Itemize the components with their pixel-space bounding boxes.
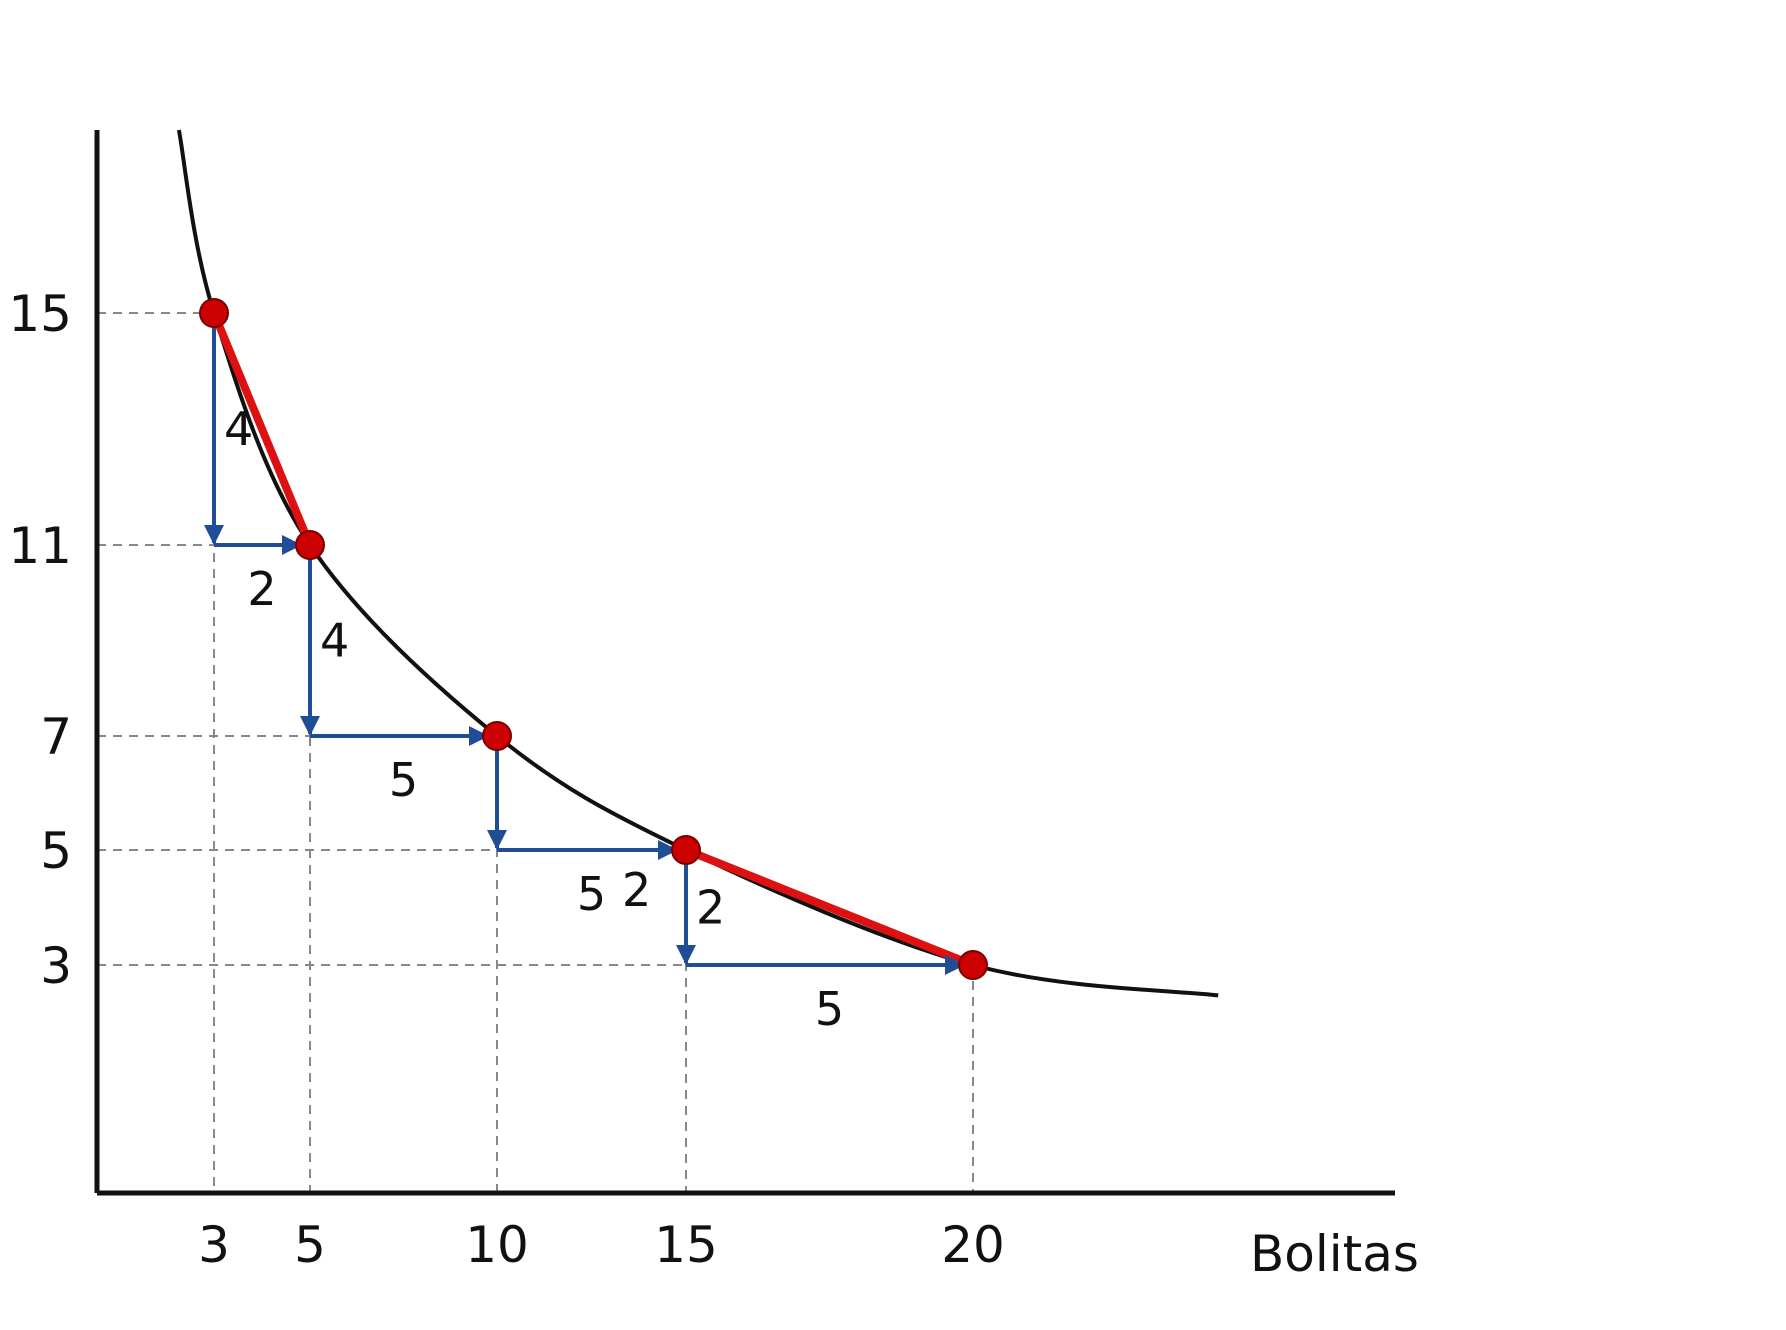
step-label-dy: 2 (696, 881, 725, 935)
step-label-dy: 4 (320, 614, 349, 668)
data-point (199, 298, 229, 328)
highlight-segment (210, 309, 314, 549)
y-tick-label: 3 (40, 937, 72, 995)
x-tick-label: 3 (198, 1216, 230, 1274)
data-point (958, 950, 988, 980)
x-tick-label: 20 (941, 1216, 1005, 1274)
y-tick-label: 11 (8, 517, 72, 575)
tick-labels: 3 5 10 15 20 15 11 7 5 3 (8, 285, 1004, 1274)
x-tick-label: 15 (654, 1216, 718, 1274)
highlight-segment (682, 846, 977, 969)
step-label-dx: 5 (577, 867, 606, 921)
x-tick-label: 10 (465, 1216, 529, 1274)
step-label-dy: 4 (224, 402, 253, 456)
step-arrows (204, 313, 965, 975)
axes (94, 130, 1395, 1196)
highlighted-segments (210, 309, 977, 969)
step-label-dx: 5 (389, 753, 418, 807)
y-tick-label: 5 (40, 822, 72, 880)
data-point (295, 530, 325, 560)
step-label-dy: 2 (622, 863, 651, 917)
indifference-curve (176, 129, 1219, 998)
data-points (199, 298, 988, 980)
step-label-dx: 5 (815, 982, 844, 1036)
data-point (482, 721, 512, 751)
y-tick-label: 7 (40, 708, 72, 766)
x-tick-label: 5 (294, 1216, 326, 1274)
indifference-curve-path (176, 129, 1219, 998)
data-point (671, 835, 701, 865)
step-label-dx: 2 (247, 562, 276, 616)
y-tick-label: 15 (8, 285, 72, 343)
x-axis-label: Bolitas (1250, 1225, 1419, 1283)
